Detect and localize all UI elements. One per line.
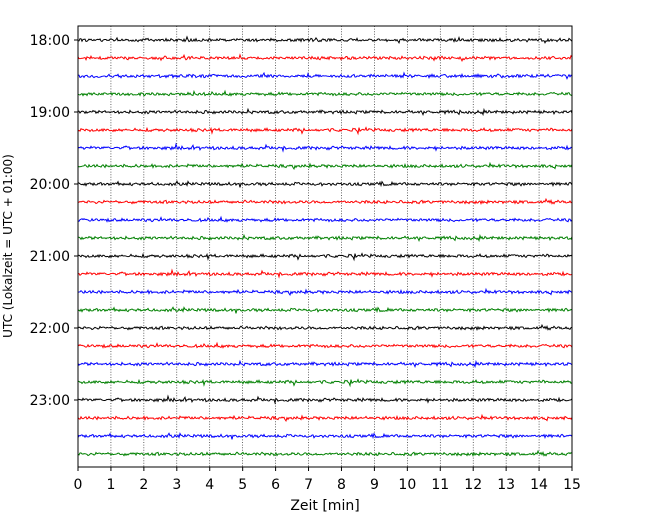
y-axis: 18:00 19:00 20:00 21:00 22:00 23:00 — [30, 33, 78, 409]
y-tick-label: 22:00 — [30, 321, 70, 337]
seismic-trace — [77, 449, 573, 458]
x-tick-label: 3 — [172, 477, 181, 493]
seismic-trace — [77, 252, 573, 262]
x-tick-label: 4 — [205, 477, 214, 493]
seismic-trace — [77, 197, 573, 206]
seismic-traces — [77, 35, 573, 458]
seismic-trace — [77, 53, 573, 62]
x-tick-label: 2 — [139, 477, 148, 493]
x-tick-label: 0 — [74, 477, 83, 493]
x-axis: 0 1 2 3 4 5 6 7 8 9 10 11 12 13 14 15 — [74, 467, 581, 493]
seismic-trace — [77, 161, 573, 170]
seismic-trace — [77, 306, 573, 314]
x-tick-label: 9 — [370, 477, 379, 493]
seismic-trace — [77, 107, 573, 117]
y-tick-label: 19:00 — [30, 105, 70, 121]
seismic-trace — [77, 359, 573, 369]
seismic-trace — [77, 413, 573, 422]
seismic-trace — [77, 142, 573, 153]
seismic-trace — [77, 378, 573, 388]
seismic-trace — [77, 268, 573, 279]
y-tick-label: 18:00 — [30, 33, 70, 49]
seismic-trace — [77, 126, 573, 136]
seismic-trace — [77, 233, 573, 243]
x-axis-label: Zeit [min] — [290, 498, 359, 514]
x-tick-label: 8 — [337, 477, 346, 493]
seismic-trace — [77, 341, 573, 349]
x-tick-label: 7 — [304, 477, 313, 493]
y-tick-label: 23:00 — [30, 393, 70, 409]
seismic-trace — [77, 394, 573, 405]
seismic-trace — [77, 432, 573, 440]
x-tick-label: 11 — [431, 477, 449, 493]
plot-frame — [77, 25, 573, 468]
x-tick-label: 10 — [398, 477, 416, 493]
y-tick-label: 21:00 — [30, 249, 70, 265]
y-axis-label: UTC (Lokalzeit = UTC + 01:00) — [1, 154, 15, 338]
seismic-trace — [77, 287, 573, 296]
seismic-trace — [77, 215, 573, 223]
x-tick-label: 14 — [530, 477, 548, 493]
seismic-trace — [77, 180, 573, 188]
seismic-trace — [77, 89, 573, 97]
x-tick-label: 6 — [271, 477, 280, 493]
seismic-trace — [77, 323, 573, 332]
seismic-trace — [77, 35, 573, 44]
x-tick-label: 13 — [497, 477, 515, 493]
y-tick-label: 20:00 — [30, 177, 70, 193]
grid-lines — [110, 26, 540, 467]
x-tick-label: 5 — [238, 477, 247, 493]
x-tick-label: 1 — [106, 477, 115, 493]
x-tick-label: 15 — [563, 477, 581, 493]
seismic-trace — [77, 71, 573, 80]
x-tick-label: 12 — [464, 477, 482, 493]
